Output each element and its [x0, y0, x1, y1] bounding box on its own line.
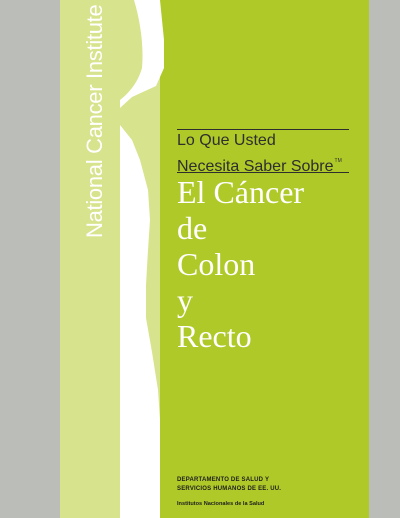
title-line-4: y: [177, 282, 193, 318]
institutes-name: Institutos Nacionales de la Salud: [177, 501, 265, 507]
main-title: El Cáncer de Colon y Recto: [177, 174, 367, 354]
booklet-cover: National Cancer Institute Lo Que Usted N…: [60, 0, 369, 518]
silhouette-inner-shade: [120, 0, 143, 100]
title-line-5: Recto: [177, 318, 252, 354]
trademark-mark: TM: [334, 158, 342, 164]
right-gray-margin: [369, 0, 400, 518]
organization-name: National Cancer Institute: [82, 4, 107, 238]
subtitle-line-2: Necesita Saber SobreTM: [177, 151, 357, 177]
subtitle-line-1: Lo Que Usted: [177, 132, 276, 149]
title-line-2: de: [177, 210, 208, 246]
top-rule: [177, 129, 349, 130]
title-line-3: Colon: [177, 246, 256, 282]
title-line-1: El Cáncer: [177, 174, 305, 210]
department-line-2: SERVICIOS HUMANOS DE EE. UU.: [177, 486, 282, 492]
left-gray-margin: [0, 0, 60, 518]
department-name: DEPARTAMENTO DE SALUD Y SERVICIOS HUMANO…: [177, 476, 367, 494]
human-silhouette-illustration: [60, 0, 164, 518]
subtitle-line-2-text: Necesita Saber Sobre: [177, 158, 334, 175]
department-line-1: DEPARTAMENTO DE SALUD Y: [177, 477, 270, 483]
subtitle: Lo Que Usted Necesita Saber SobreTM: [177, 131, 357, 177]
silhouette-body: [120, 0, 164, 518]
bottom-rule: [177, 172, 349, 173]
